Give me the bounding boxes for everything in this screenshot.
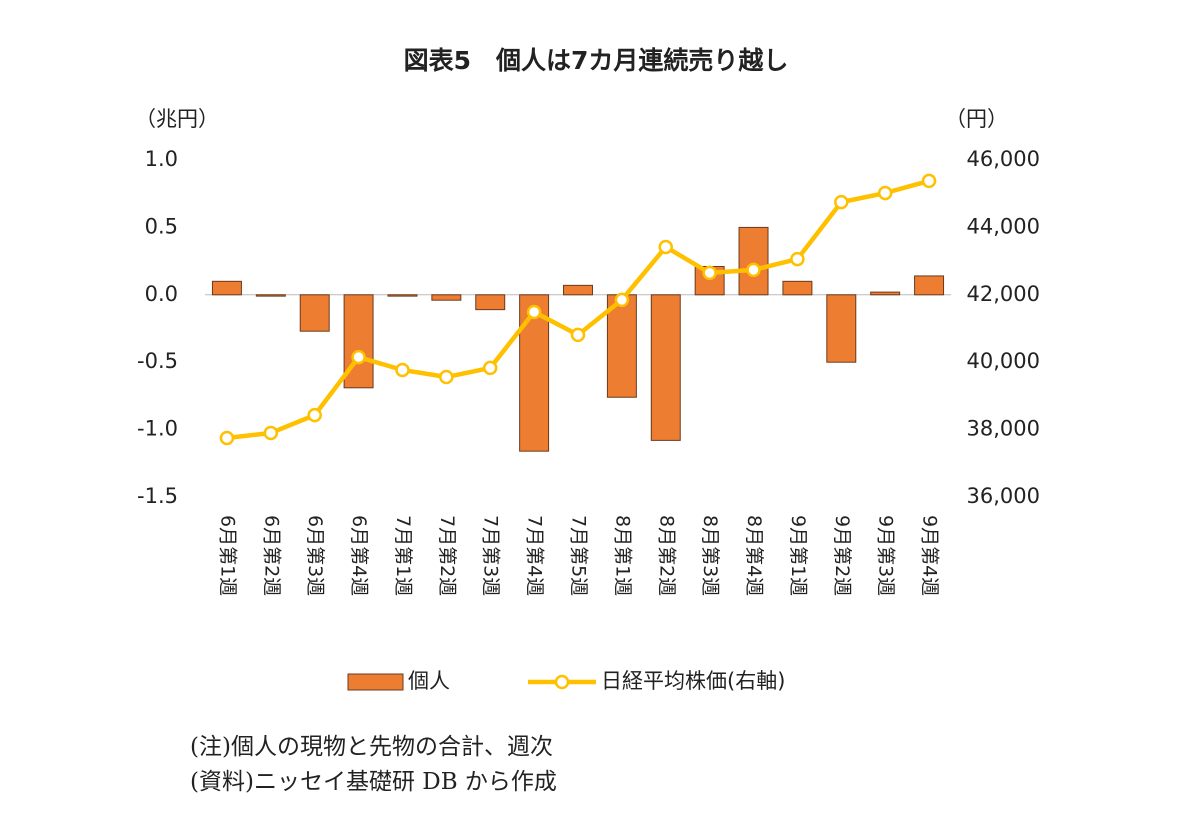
line-marker (351, 349, 366, 365)
x-tick-label: 9月第3週 (875, 515, 897, 596)
y-tick-label: 0.5 (145, 214, 178, 238)
line-marker (921, 173, 937, 189)
legend-label: 日経平均株価(右軸) (601, 669, 785, 693)
x-tick-label: 6月第1週 (216, 515, 238, 596)
bar (826, 294, 857, 363)
x-tick-label: 9月第4週 (919, 515, 941, 596)
y2-tick-label: 38,000 (967, 417, 1040, 441)
line-marker (482, 360, 498, 376)
y-axis-label: （兆円） (135, 107, 219, 131)
x-tick-label: 6月第3週 (304, 515, 326, 596)
chart-title: 図表5 個人は7カ月連続売り越し (404, 46, 789, 75)
line-marker (395, 362, 410, 378)
line (226, 178, 930, 441)
line-marker (307, 407, 322, 423)
line-marker (658, 239, 674, 255)
bar (255, 294, 286, 297)
line-marker (570, 327, 586, 343)
x-tick-label: 8月第4週 (743, 515, 765, 596)
note: (資料)ニッセイ基礎研 DB から作成 (190, 769, 557, 795)
line-marker (877, 185, 893, 201)
y2-tick-label: 40,000 (967, 349, 1040, 373)
bar (475, 294, 506, 311)
x-tick-label: 7月第4週 (524, 515, 546, 596)
y-tick-label: 1.0 (145, 147, 178, 171)
x-tick-label: 7月第2週 (436, 515, 458, 596)
bar (782, 280, 813, 296)
bar (870, 291, 901, 296)
line-marker (439, 369, 454, 385)
bar (563, 284, 593, 296)
legend-swatch (554, 674, 570, 690)
bar (738, 226, 769, 296)
x-tick-label: 9月第1週 (787, 515, 809, 596)
y-tick-label: 0.0 (145, 282, 178, 306)
bar (914, 275, 945, 296)
line-marker (834, 194, 849, 210)
x-tick-label: 8月第3週 (699, 515, 721, 596)
line-marker (614, 292, 630, 308)
bar (211, 280, 242, 296)
y2-tick-label: 44,000 (967, 214, 1040, 238)
bar (387, 294, 418, 297)
y2-axis-label: （円） (945, 107, 1008, 131)
x-tick-label: 7月第1週 (392, 515, 414, 596)
line-marker (702, 265, 717, 281)
line-marker (746, 262, 761, 278)
line-marker (790, 251, 805, 267)
bar (650, 294, 681, 441)
y2-tick-label: 42,000 (967, 282, 1040, 306)
y2-tick-label: 36,000 (967, 484, 1040, 508)
bar (431, 294, 462, 301)
bar (299, 294, 330, 332)
line-marker (219, 430, 235, 446)
line-marker (263, 425, 279, 441)
y-tick-label: -0.5 (137, 349, 178, 373)
x-tick-label: 6月第2週 (260, 515, 282, 596)
x-tick-label: 7月第3週 (480, 515, 502, 596)
y2-tick-label: 46,000 (967, 147, 1040, 171)
legend-label: 個人 (408, 669, 450, 693)
x-tick-label: 8月第1週 (611, 515, 633, 596)
line-marker (526, 304, 542, 320)
x-tick-label: 9月第2週 (831, 515, 853, 596)
legend-swatch (347, 673, 404, 691)
y-tick-label: -1.0 (137, 417, 178, 441)
y-tick-label: -1.5 (137, 484, 178, 508)
note: (注)個人の現物と先物の合計、週次 (190, 734, 553, 760)
x-tick-label: 6月第4週 (348, 515, 370, 596)
x-tick-label: 8月第2週 (655, 515, 677, 596)
x-tick-label: 7月第5週 (568, 515, 590, 596)
